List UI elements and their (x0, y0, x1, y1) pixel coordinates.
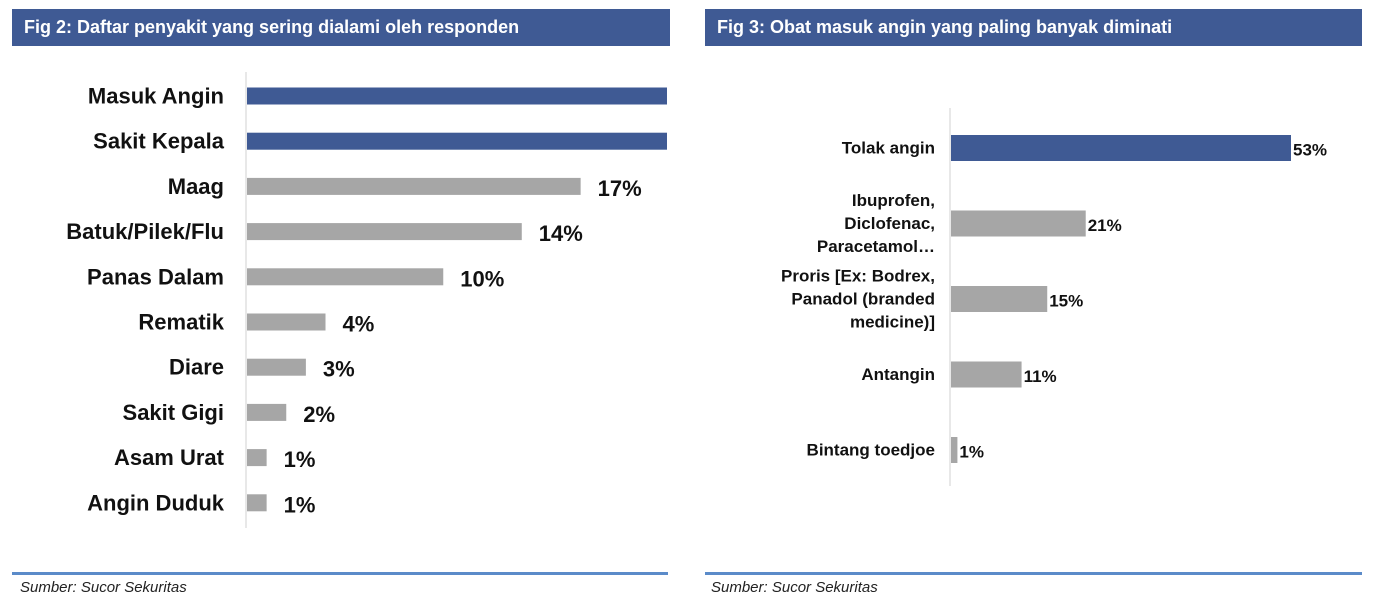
fig2-panel: Fig 2: Daftar penyakit yang sering diala… (12, 0, 670, 614)
bar-1 (951, 210, 1086, 237)
value-label-3: 11% (1024, 367, 1057, 386)
bar-3 (951, 361, 1022, 388)
category-label-0: Masuk Angin (88, 84, 224, 109)
fig3-title: Fig 3: Obat masuk angin yang paling bany… (705, 9, 1362, 46)
category-label-8: Asam Urat (114, 445, 225, 470)
bar-0 (951, 135, 1291, 161)
bar-4 (951, 437, 958, 463)
category-label-1-line-2: Paracetamol… (817, 237, 935, 256)
category-label-9: Angin Duduk (87, 490, 225, 515)
bar-0 (247, 87, 667, 105)
value-label-2: 17% (598, 176, 642, 201)
value-label-0: 53% (1293, 141, 1327, 160)
value-label-1: 21% (1088, 216, 1122, 235)
category-label-4: Panas Dalam (87, 264, 224, 289)
fig2-source-rule (12, 572, 668, 575)
category-label-2-line-0: Proris [Ex: Bodrex, (781, 267, 935, 286)
fig2-source: Sumber: Sucor Sekuritas (20, 579, 187, 596)
category-label-1: Sakit Kepala (93, 129, 225, 154)
value-label-2: 15% (1049, 292, 1083, 311)
fig3-chart: Tolak angin 53% Ibuprofen, Diclofenac, Parac… (781, 108, 1327, 486)
bar-8 (247, 449, 267, 467)
fig3-panel: Fig 3: Obat masuk angin yang paling bany… (705, 0, 1362, 614)
category-label-0: Tolak angin (842, 139, 935, 158)
fig3-source-rule (705, 572, 1362, 575)
bar-7 (247, 403, 287, 421)
category-label-5: Rematik (138, 310, 224, 335)
bar-2 (247, 177, 581, 195)
category-label-4: Bintang toedjoe (807, 441, 935, 460)
category-label-2: Maag (168, 174, 224, 199)
value-label-9: 1% (284, 492, 316, 517)
value-label-4: 10% (460, 266, 504, 291)
category-label-2-line-1: Panadol (branded (791, 290, 935, 309)
category-label-3: Batuk/Pilek/Flu (66, 219, 224, 244)
bar-5 (247, 313, 326, 331)
value-label-8: 1% (284, 447, 316, 472)
fig2-chart: Masuk Angin Sakit Kepala Maag 17% Batuk/Pile… (66, 72, 667, 528)
bar-3 (247, 223, 522, 241)
value-label-7: 2% (303, 402, 335, 427)
value-label-3: 14% (539, 221, 583, 246)
category-label-1-line-0: Ibuprofen, (852, 191, 935, 210)
category-label-3: Antangin (861, 365, 935, 384)
value-label-5: 4% (343, 312, 375, 337)
value-label-6: 3% (323, 357, 355, 382)
category-label-7: Sakit Gigi (123, 400, 224, 425)
bar-6 (247, 358, 306, 376)
category-label-6: Diare (169, 355, 224, 380)
bar-1 (247, 132, 667, 150)
fig2-title: Fig 2: Daftar penyakit yang sering diala… (12, 9, 670, 46)
category-label-1-line-1: Diclofenac, (844, 214, 935, 233)
value-label-4: 1% (959, 443, 984, 462)
bar-2 (951, 286, 1048, 312)
bar-9 (247, 494, 267, 512)
fig3-source: Sumber: Sucor Sekuritas (711, 579, 878, 596)
bar-4 (247, 268, 444, 286)
category-label-2-line-2: medicine)] (850, 313, 935, 332)
